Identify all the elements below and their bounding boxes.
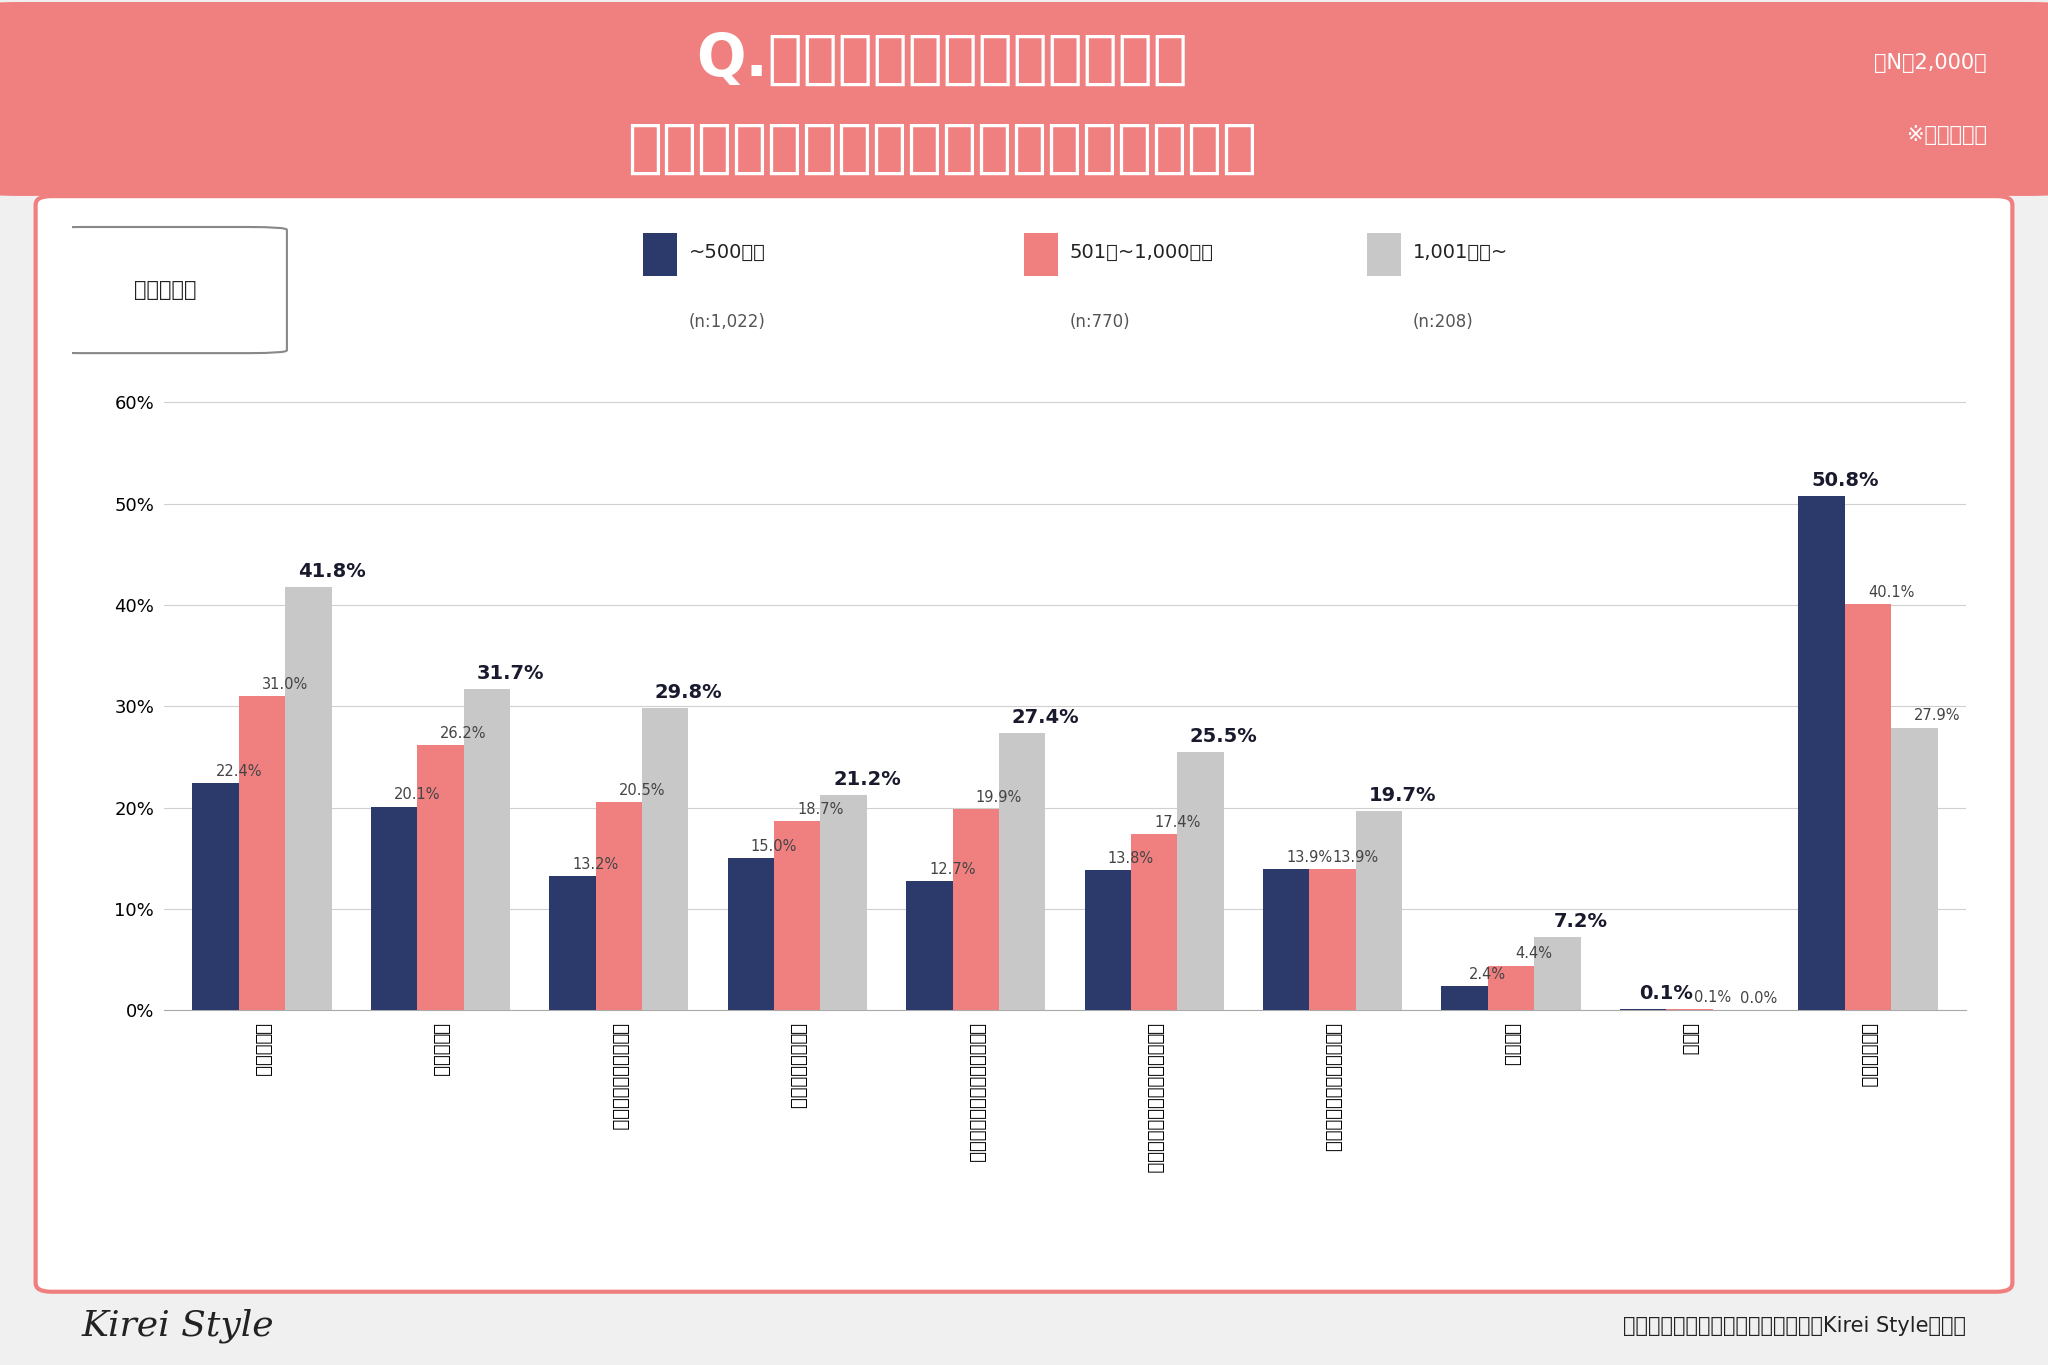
Text: 20.5%: 20.5% <box>618 784 666 799</box>
Bar <box>1178 752 1225 1010</box>
Text: 31.7%: 31.7% <box>477 663 545 682</box>
Text: (n:208): (n:208) <box>1413 313 1473 330</box>
Bar <box>549 876 596 1010</box>
Text: 40.1%: 40.1% <box>1868 586 1915 601</box>
Bar <box>905 882 952 1010</box>
Text: ~500万円: ~500万円 <box>688 243 766 262</box>
Bar <box>596 803 643 1010</box>
Bar <box>643 233 678 276</box>
Bar <box>1442 986 1487 1010</box>
Text: 7.2%: 7.2% <box>1554 912 1608 931</box>
Bar <box>193 784 240 1010</box>
Bar <box>1024 233 1059 276</box>
Bar <box>821 796 866 1010</box>
Bar <box>1845 603 1890 1010</box>
Bar <box>1890 728 1937 1010</box>
Text: 2.4%: 2.4% <box>1468 966 1507 981</box>
Text: 15.0%: 15.0% <box>752 839 797 854</box>
Text: 13.9%: 13.9% <box>1333 850 1378 865</box>
Bar <box>240 696 285 1010</box>
Bar <box>1356 811 1403 1010</box>
Text: 世帯年収別: 世帯年収別 <box>133 280 197 300</box>
Bar <box>1085 871 1130 1010</box>
Text: 17.4%: 17.4% <box>1155 815 1200 830</box>
Text: (n:770): (n:770) <box>1069 313 1130 330</box>
Text: 31.0%: 31.0% <box>262 677 309 692</box>
Bar <box>285 587 332 1010</box>
Text: 26.2%: 26.2% <box>440 726 487 741</box>
Text: 501万~1,000万円: 501万~1,000万円 <box>1069 243 1214 262</box>
Bar <box>643 708 688 1010</box>
Text: 20.1%: 20.1% <box>393 788 440 803</box>
Text: 50.8%: 50.8% <box>1810 471 1878 490</box>
Bar <box>1309 870 1356 1010</box>
Text: 27.9%: 27.9% <box>1915 708 1960 723</box>
FancyBboxPatch shape <box>35 197 2013 1291</box>
Bar <box>371 807 418 1010</box>
Text: 13.9%: 13.9% <box>1286 850 1333 865</box>
Bar <box>1366 233 1401 276</box>
Text: 18.7%: 18.7% <box>797 801 844 816</box>
Text: 4.4%: 4.4% <box>1516 946 1552 961</box>
Text: ※複数回答可: ※複数回答可 <box>1907 124 1987 145</box>
Text: 0.0%: 0.0% <box>1741 991 1778 1006</box>
Text: 13.8%: 13.8% <box>1108 852 1153 867</box>
Text: 0.1%: 0.1% <box>1638 984 1694 1003</box>
Bar <box>999 733 1044 1010</box>
Text: 0.1%: 0.1% <box>1694 990 1731 1005</box>
Text: 29.8%: 29.8% <box>655 684 723 702</box>
Bar <box>1130 834 1178 1010</box>
FancyBboxPatch shape <box>0 1 2048 197</box>
Bar <box>1264 870 1309 1010</box>
Text: 株式会社ビズキ　美容情報サイト『Kirei Style』調べ: 株式会社ビズキ 美容情報サイト『Kirei Style』調べ <box>1624 1316 1966 1336</box>
Text: Kirei Style: Kirei Style <box>82 1309 274 1343</box>
Text: 22.4%: 22.4% <box>215 764 262 779</box>
Text: 41.8%: 41.8% <box>297 561 365 580</box>
Bar <box>774 820 821 1010</box>
Text: 19.9%: 19.9% <box>975 789 1022 804</box>
Text: 意識して行っていることはありますか？: 意識して行っていることはありますか？ <box>627 120 1257 177</box>
Bar <box>1487 965 1534 1010</box>
Bar <box>463 689 510 1010</box>
Bar <box>727 859 774 1010</box>
Text: 19.7%: 19.7% <box>1368 785 1436 804</box>
Text: 1,001万円~: 1,001万円~ <box>1413 243 1507 262</box>
Text: (n:1,022): (n:1,022) <box>688 313 766 330</box>
Text: （N：2,000）: （N：2,000） <box>1874 53 1987 74</box>
Text: 12.7%: 12.7% <box>930 863 975 878</box>
Bar <box>418 745 463 1010</box>
Bar <box>952 808 999 1010</box>
FancyBboxPatch shape <box>43 227 287 354</box>
Text: 25.5%: 25.5% <box>1190 726 1257 745</box>
Text: 13.2%: 13.2% <box>573 857 618 872</box>
Text: Q.アンチエイジングのために: Q.アンチエイジングのために <box>696 31 1188 87</box>
Text: 21.2%: 21.2% <box>834 770 901 789</box>
Bar <box>1798 495 1845 1010</box>
Text: 27.4%: 27.4% <box>1012 707 1079 726</box>
Bar <box>1534 938 1581 1010</box>
